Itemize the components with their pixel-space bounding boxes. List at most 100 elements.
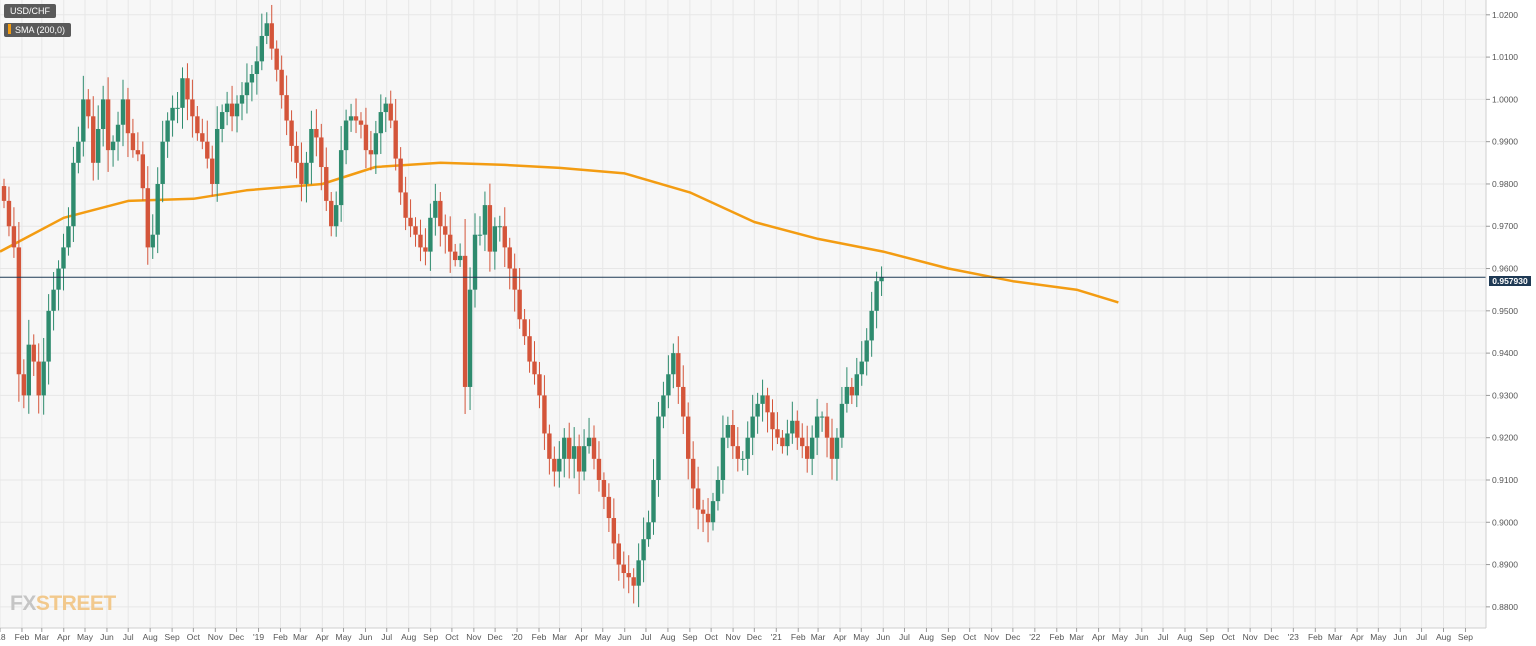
- candle-body: [200, 133, 205, 142]
- candle: [671, 343, 676, 389]
- x-tick-label: Dec: [1264, 632, 1280, 642]
- candle: [353, 98, 359, 134]
- candle: [745, 421, 750, 476]
- candle-body: [849, 386, 855, 396]
- candle: [224, 91, 230, 126]
- candle-body: [517, 289, 522, 320]
- candle-body: [249, 74, 255, 83]
- candle-body: [547, 433, 552, 459]
- candle-body: [348, 116, 354, 121]
- candles: [1, 4, 884, 608]
- y-tick-label: 0.9800: [1492, 179, 1518, 189]
- x-tick-label: Sep: [682, 632, 697, 642]
- x-tick-label: Mar: [293, 632, 308, 642]
- candle: [864, 328, 869, 376]
- candle-body: [363, 124, 369, 151]
- x-tick-label: Sep: [941, 632, 956, 642]
- candle-body: [91, 116, 96, 163]
- candle: [145, 166, 150, 265]
- candle: [571, 427, 577, 479]
- candle-body: [175, 107, 180, 109]
- candle: [433, 183, 438, 236]
- y-tick-label: 1.0200: [1492, 10, 1518, 20]
- candle-body: [205, 141, 210, 159]
- candle: [562, 428, 567, 478]
- candle: [879, 266, 884, 296]
- symbol-tag[interactable]: USD/CHF: [4, 4, 56, 18]
- candle: [31, 334, 36, 377]
- fxstreet-logo: FXSTREET: [10, 592, 116, 616]
- candle-body: [542, 395, 547, 434]
- candle-body: [333, 205, 339, 227]
- candle: [378, 94, 384, 154]
- candle-body: [571, 446, 577, 459]
- x-tick-label: Jul: [1158, 632, 1169, 642]
- grid: [0, 0, 1486, 628]
- candle-body: [210, 158, 215, 184]
- x-tick-label: Mar: [1069, 632, 1084, 642]
- candle-body: [125, 99, 131, 134]
- candle: [76, 126, 81, 174]
- candle-body: [715, 479, 721, 502]
- candle-body: [165, 120, 170, 142]
- x-tick-label: Feb: [1049, 632, 1064, 642]
- candle: [616, 533, 621, 581]
- candle: [720, 415, 726, 494]
- candle: [319, 123, 324, 191]
- x-tick-label: Nov: [1243, 632, 1259, 642]
- candle: [56, 260, 61, 311]
- candle-body: [41, 361, 46, 396]
- candle-body: [383, 103, 388, 113]
- indicator-tag[interactable]: SMA (200,0): [4, 23, 72, 37]
- candle: [591, 425, 597, 470]
- y-tick-label: 1.0100: [1492, 52, 1518, 62]
- candle-body: [532, 361, 537, 375]
- candle: [487, 183, 493, 272]
- candle: [180, 67, 185, 129]
- x-tick-label: Nov: [726, 632, 742, 642]
- candle-body: [596, 458, 602, 480]
- candle: [700, 499, 706, 533]
- candle-body: [631, 577, 636, 586]
- candle: [542, 375, 547, 450]
- candle: [175, 91, 180, 124]
- candle-body: [740, 458, 745, 460]
- candle: [170, 95, 175, 137]
- x-tick-label: Aug: [143, 632, 158, 642]
- candle: [61, 233, 66, 291]
- y-tick-label: 0.9700: [1492, 221, 1518, 231]
- candle-body: [651, 479, 656, 523]
- candle: [765, 387, 770, 433]
- candle-body: [100, 99, 106, 129]
- candle-body: [611, 518, 617, 544]
- candle: [537, 361, 542, 409]
- candle: [150, 214, 155, 259]
- candle: [358, 112, 364, 139]
- y-tick-label: 0.9100: [1492, 475, 1518, 485]
- candle-body: [557, 458, 562, 472]
- candle: [606, 483, 612, 532]
- candle: [1, 178, 7, 209]
- candle-body: [487, 205, 493, 252]
- candle: [482, 191, 488, 252]
- x-tick-label: May: [595, 632, 612, 642]
- candle-body: [6, 200, 12, 227]
- candle-body: [854, 374, 859, 396]
- candle: [438, 191, 443, 247]
- candle: [46, 294, 51, 385]
- candle: [834, 428, 840, 481]
- candle-body: [229, 103, 235, 117]
- x-axis: '18 Feb Mar Apr May Jun Jul Aug Sep Oct Nov Dec '19 F…: [0, 627, 1486, 642]
- x-tick-label: Sep: [1199, 632, 1214, 642]
- sma-line: [0, 161, 1119, 304]
- candle: [611, 498, 617, 560]
- candle: [636, 543, 641, 608]
- x-tick-label: Jul: [381, 632, 392, 642]
- candle-body: [869, 310, 874, 341]
- x-tick-label: Dec: [229, 632, 245, 642]
- candle: [690, 441, 696, 509]
- candle: [780, 430, 785, 454]
- candle: [695, 466, 701, 530]
- candle: [601, 472, 607, 510]
